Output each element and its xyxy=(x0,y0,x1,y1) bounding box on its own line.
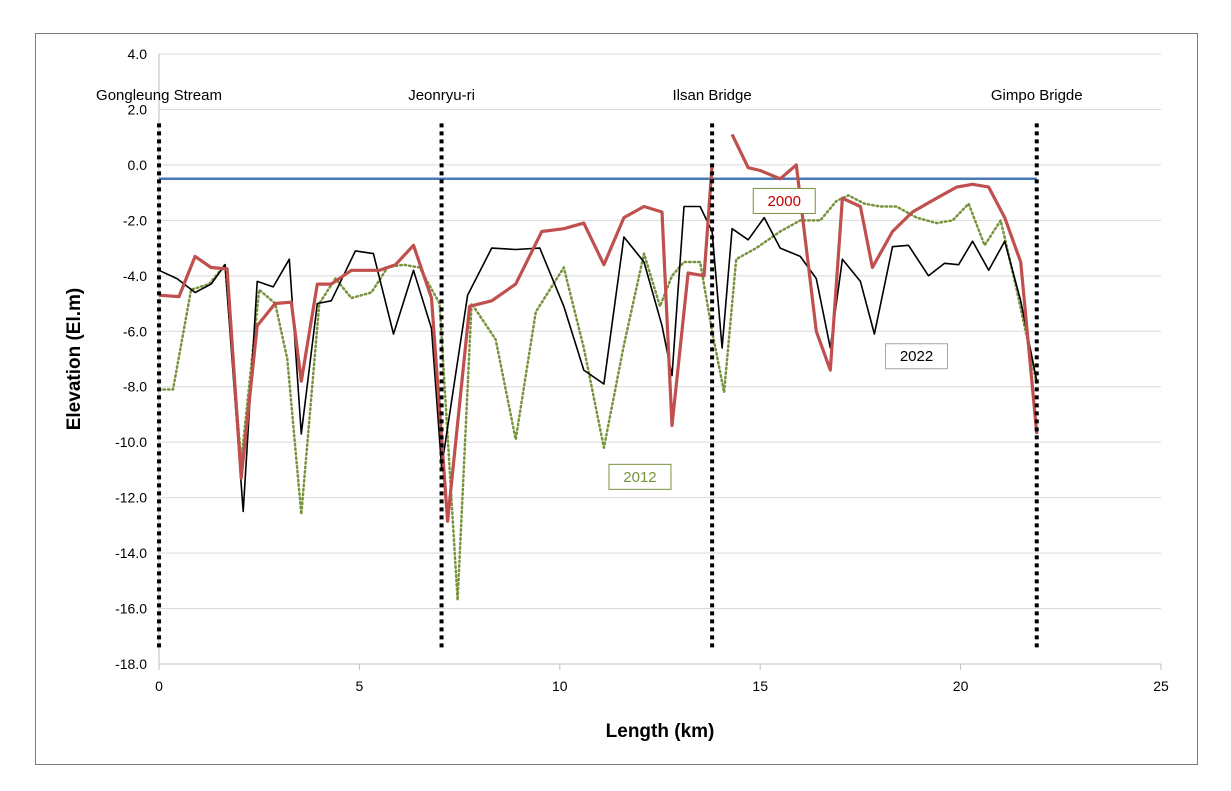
y-tick-label: -14.0 xyxy=(115,545,147,561)
x-tick-label: 5 xyxy=(356,678,364,694)
x-tick-label: 15 xyxy=(752,678,768,694)
elevation-chart: -18.0 -16.0 -14.0 -12.0 -10.0 -8.0 -6.0 -4.0 -2.… xyxy=(64,46,1169,742)
series-lines xyxy=(157,133,1039,602)
y-tick-label: 0.0 xyxy=(128,157,148,173)
y-tick-label: -6.0 xyxy=(123,323,147,339)
y-tick-label: -18.0 xyxy=(115,656,147,672)
series-2012 xyxy=(157,194,1039,602)
x-tick-label: 20 xyxy=(953,678,969,694)
x-tick-label: 25 xyxy=(1153,678,1169,694)
y-tick-label: -8.0 xyxy=(123,379,147,395)
x-tick-label: 0 xyxy=(155,678,163,694)
grid-lines xyxy=(159,53,1161,610)
y-tick-label: -4.0 xyxy=(123,268,147,284)
series-labels: 2000 2012 2022 xyxy=(608,187,949,490)
x-axis-title: Length (km) xyxy=(606,721,715,742)
series-2000-line xyxy=(158,164,714,523)
location-label: Gimpo Brigde xyxy=(991,87,1083,104)
series-2022 xyxy=(158,205,1038,513)
x-axis-ticks: 0 5 10 15 20 25 xyxy=(155,664,1169,694)
x-tick-label: 10 xyxy=(552,678,568,694)
y-tick-label: 2.0 xyxy=(128,101,148,117)
series-label-text: 2012 xyxy=(623,469,656,486)
y-tick-label: 4.0 xyxy=(128,46,148,62)
y-axis-title: Elevation (El.m) xyxy=(64,288,85,431)
chart-frame: -18.0 -16.0 -14.0 -12.0 -10.0 -8.0 -6.0 -4.0 -2.… xyxy=(35,33,1198,765)
y-tick-label: -2.0 xyxy=(123,212,147,228)
location-markers: Gongleung Stream Jeonryu-ri Ilsan Bridge Gi… xyxy=(96,87,1083,648)
series-2000 xyxy=(158,133,1039,523)
axes xyxy=(158,54,1161,665)
location-label: Gongleung Stream xyxy=(96,87,222,104)
series-2012-line xyxy=(157,194,1039,602)
y-axis-ticks: -18.0 -16.0 -14.0 -12.0 -10.0 -8.0 -6.0 -4.0 -2.… xyxy=(115,46,147,672)
y-tick-label: -16.0 xyxy=(115,601,147,617)
location-label: Ilsan Bridge xyxy=(672,87,751,104)
series-label-box xyxy=(608,463,672,490)
series-label-box xyxy=(885,343,949,370)
location-label: Jeonryu-ri xyxy=(408,87,475,104)
y-tick-label: -12.0 xyxy=(115,490,147,506)
series-label-text: 2000 xyxy=(768,193,801,210)
y-tick-label: -10.0 xyxy=(115,434,147,450)
series-label-box xyxy=(752,187,816,214)
series-2022-line xyxy=(158,205,1038,513)
series-label-text: 2022 xyxy=(900,348,933,365)
series-2000-line xyxy=(730,133,1039,435)
